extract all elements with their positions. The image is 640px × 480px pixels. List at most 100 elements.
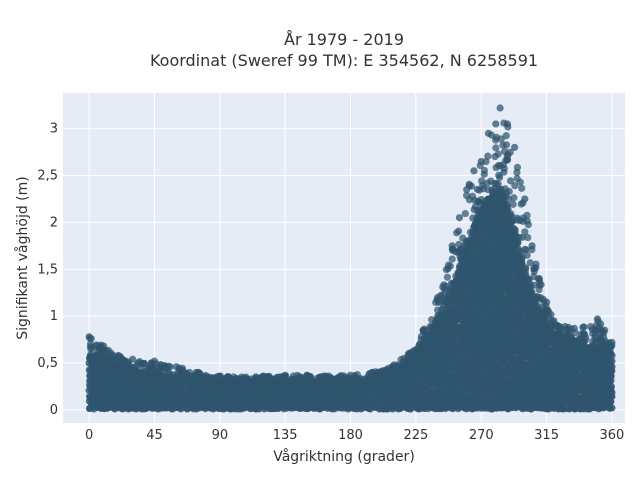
data-point bbox=[238, 373, 246, 381]
data-point bbox=[455, 227, 463, 235]
data-point bbox=[390, 361, 398, 369]
data-point bbox=[259, 372, 268, 380]
data-point bbox=[507, 210, 515, 218]
y-axis-title: Signifikant våghöjd (m) bbox=[14, 176, 31, 339]
data-point bbox=[468, 192, 477, 200]
data-point bbox=[588, 325, 597, 333]
data-point bbox=[303, 379, 311, 388]
data-point bbox=[492, 144, 500, 152]
data-point bbox=[530, 294, 539, 302]
data-point bbox=[496, 173, 504, 182]
data-point bbox=[463, 185, 471, 194]
data-point bbox=[494, 150, 502, 158]
data-point bbox=[281, 371, 289, 379]
x-tick-label: 270 bbox=[469, 428, 494, 443]
data-point bbox=[488, 186, 496, 194]
data-point bbox=[505, 187, 513, 196]
data-point bbox=[596, 336, 604, 344]
data-point bbox=[530, 265, 538, 273]
data-point bbox=[458, 252, 466, 261]
data-point bbox=[528, 242, 536, 250]
x-tick-label: 360 bbox=[600, 428, 625, 443]
data-point bbox=[535, 281, 544, 289]
data-point bbox=[608, 404, 616, 412]
data-point bbox=[477, 195, 485, 204]
data-point bbox=[228, 379, 236, 388]
data-point bbox=[470, 206, 478, 214]
data-point bbox=[484, 195, 492, 203]
y-tick-labels: 00,511,522,53 bbox=[37, 122, 58, 418]
data-point bbox=[434, 306, 442, 314]
data-point bbox=[252, 373, 260, 381]
data-point bbox=[494, 180, 502, 188]
data-point bbox=[162, 364, 170, 373]
data-point bbox=[149, 367, 157, 376]
data-point bbox=[421, 335, 429, 343]
y-tick-label: 2 bbox=[50, 215, 58, 230]
data-point bbox=[434, 316, 442, 324]
data-point bbox=[496, 104, 504, 112]
data-point bbox=[452, 272, 460, 280]
data-point bbox=[469, 214, 477, 222]
x-tick-label: 180 bbox=[338, 428, 363, 443]
data-point bbox=[601, 326, 609, 334]
data-point bbox=[447, 286, 455, 294]
data-point bbox=[419, 326, 427, 334]
data-point bbox=[128, 363, 136, 371]
y-tick-label: 0 bbox=[50, 403, 58, 418]
data-point bbox=[516, 216, 524, 225]
data-point bbox=[526, 259, 534, 267]
data-points bbox=[85, 104, 616, 413]
data-point bbox=[335, 374, 343, 383]
data-point bbox=[542, 298, 551, 306]
data-point bbox=[448, 242, 456, 250]
data-point bbox=[502, 141, 511, 149]
data-point bbox=[579, 323, 587, 331]
data-point bbox=[606, 349, 615, 357]
data-point bbox=[447, 279, 455, 288]
y-tick-label: 2,5 bbox=[37, 169, 58, 184]
data-point bbox=[608, 338, 616, 346]
y-tick-label: 0,5 bbox=[37, 356, 58, 371]
data-point bbox=[357, 377, 365, 386]
data-point bbox=[492, 133, 501, 141]
data-point bbox=[521, 195, 529, 203]
data-point bbox=[480, 170, 488, 178]
data-point bbox=[518, 184, 526, 192]
data-point bbox=[459, 234, 467, 242]
data-point bbox=[521, 228, 529, 236]
data-point bbox=[194, 368, 202, 376]
data-point bbox=[521, 266, 530, 275]
data-point bbox=[607, 384, 615, 392]
y-tick-label: 1 bbox=[50, 309, 58, 324]
x-axis-title: Vågriktning (grader) bbox=[273, 448, 415, 465]
data-point bbox=[448, 255, 456, 263]
data-point bbox=[140, 360, 148, 368]
y-tick-label: 1,5 bbox=[37, 262, 58, 277]
data-point bbox=[473, 185, 481, 193]
data-point bbox=[466, 228, 475, 236]
data-point bbox=[107, 363, 115, 371]
data-point bbox=[461, 209, 469, 218]
x-tick-label: 135 bbox=[273, 428, 298, 443]
chart-title-line1: År 1979 - 2019 bbox=[284, 30, 404, 49]
x-tick-label: 315 bbox=[534, 428, 559, 443]
data-point bbox=[475, 212, 483, 220]
x-tick-label: 45 bbox=[146, 428, 163, 443]
x-tick-label: 90 bbox=[212, 428, 229, 443]
data-point bbox=[513, 174, 521, 183]
data-point bbox=[593, 315, 602, 323]
data-point bbox=[515, 234, 523, 242]
data-point bbox=[325, 372, 333, 380]
data-point bbox=[521, 245, 529, 254]
data-point bbox=[499, 161, 507, 169]
data-point bbox=[596, 345, 604, 353]
x-tick-label: 0 bbox=[85, 428, 93, 443]
data-point bbox=[150, 357, 159, 365]
data-point bbox=[550, 317, 558, 325]
data-point bbox=[510, 194, 518, 202]
data-point bbox=[470, 167, 478, 175]
data-point bbox=[503, 201, 511, 209]
data-point bbox=[443, 273, 451, 281]
